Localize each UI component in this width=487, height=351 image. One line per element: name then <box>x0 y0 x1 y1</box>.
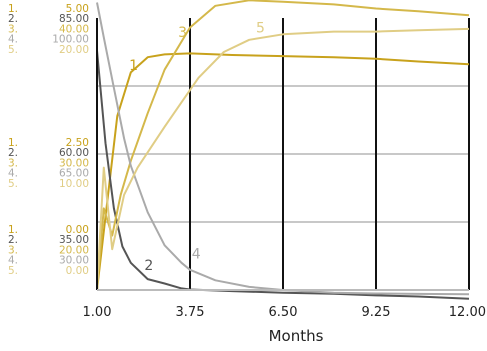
y-tick-series-number-3: 3. <box>8 244 18 256</box>
grid-layer <box>97 18 470 290</box>
y-tick-series-number-4: 4. <box>8 168 18 180</box>
series-label-3: 3 <box>178 25 187 41</box>
series-label-1: 1 <box>129 58 138 74</box>
series-label-4: 4 <box>192 246 201 262</box>
series-line-2 <box>96 50 470 300</box>
y-tick-label-series-1: 2.50 <box>66 137 89 149</box>
x-tick-label: 9.25 <box>362 305 391 320</box>
y-tick-series-number-3: 3. <box>8 23 18 35</box>
y-tick-label-series-3: 30.00 <box>59 157 89 169</box>
label-layer: 1 2 3 4 5 <box>129 21 265 274</box>
series-layer <box>96 0 470 300</box>
axis-layer: 1. 5.00 1. 2.50 1. 0.00 2. 85.00 2. 60.00 2. 35.00 3… <box>8 3 486 320</box>
y-tick-label-series-3: 20.00 <box>59 244 89 256</box>
y-tick-label-series-5: 20.00 <box>59 44 89 56</box>
x-tick-label: 6.50 <box>269 305 298 320</box>
y-tick-label-series-3: 40.00 <box>59 23 89 35</box>
y-tick-series-number-4: 4. <box>8 255 18 267</box>
y-tick-series-number-1: 1. <box>8 3 18 15</box>
y-tick-label-series-2: 35.00 <box>59 234 89 246</box>
series-label-2: 2 <box>144 258 153 274</box>
y-tick-label-series-1: 5.00 <box>66 3 89 15</box>
x-tick-label: 12.00 <box>449 305 486 320</box>
y-tick-label-series-4: 65.00 <box>59 168 89 180</box>
y-tick-label-series-4: 100.00 <box>52 34 89 46</box>
y-tick-label-series-5: 10.00 <box>59 178 89 190</box>
series-line-3 <box>96 0 470 291</box>
y-tick-series-number-5: 5. <box>8 178 18 190</box>
y-tick-series-number-3: 3. <box>8 157 18 169</box>
x-tick-label: 3.75 <box>176 305 205 320</box>
y-tick-label-series-2: 85.00 <box>59 13 89 25</box>
y-tick-series-number-5: 5. <box>8 265 18 277</box>
series-line-1 <box>96 52 470 291</box>
y-tick-label-series-5: 0.00 <box>66 265 89 277</box>
x-tick-label: 1.00 <box>83 305 112 320</box>
y-tick-series-number-4: 4. <box>8 34 18 46</box>
y-tick-label-series-4: 30.00 <box>59 255 89 267</box>
y-tick-series-number-5: 5. <box>8 44 18 56</box>
y-tick-series-number-2: 2. <box>8 147 18 159</box>
y-tick-series-number-1: 1. <box>8 137 18 149</box>
y-tick-series-number-2: 2. <box>8 13 18 25</box>
y-tick-series-number-2: 2. <box>8 234 18 246</box>
x-axis-label: Months <box>269 327 324 345</box>
series-line-4 <box>96 2 470 296</box>
y-tick-label-series-1: 0.00 <box>66 224 89 236</box>
series-label-5: 5 <box>256 21 265 37</box>
y-tick-series-number-1: 1. <box>8 224 18 236</box>
series-line-5 <box>96 27 470 291</box>
y-tick-label-series-2: 60.00 <box>59 147 89 159</box>
